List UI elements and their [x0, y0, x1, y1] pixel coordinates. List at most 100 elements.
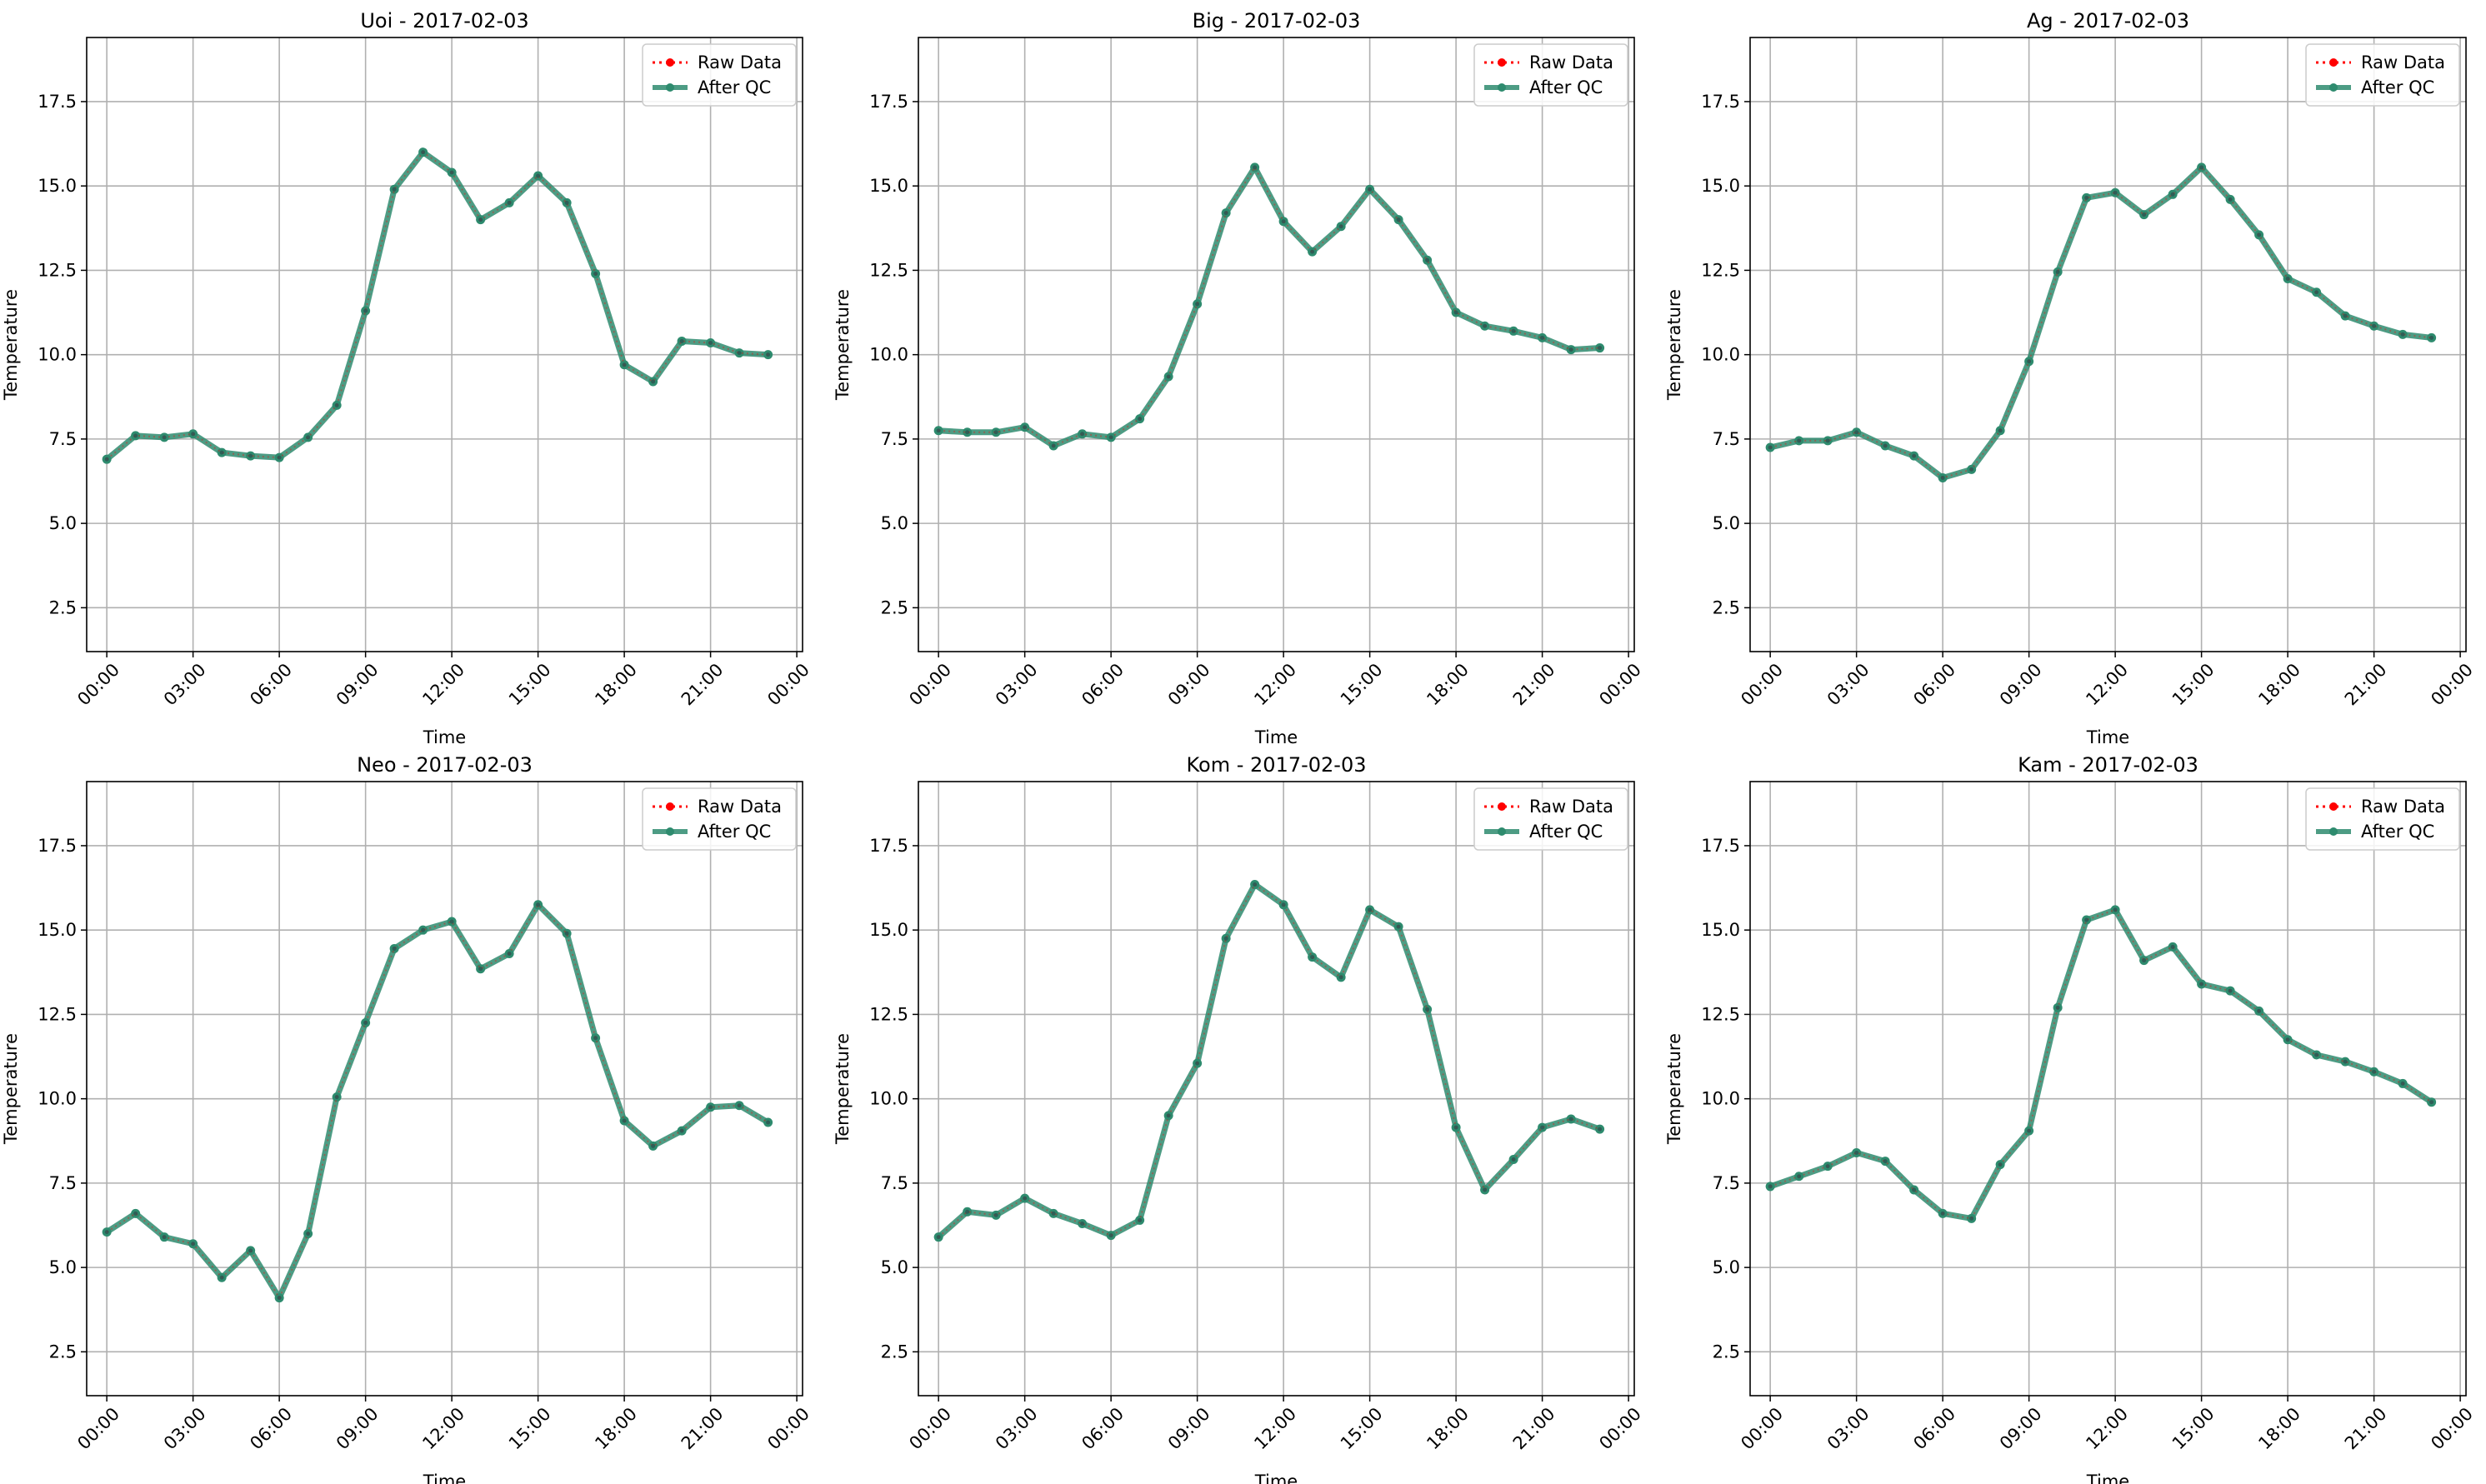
legend-label-raw-data: Raw Data: [1529, 52, 1613, 72]
x-tick-label: 12:00: [1250, 1404, 1300, 1454]
series-line-after-qc: [938, 164, 1600, 449]
y-axis-label: Temperature: [1664, 289, 1684, 401]
data-point-raw-data: [2314, 1052, 2319, 1057]
chart-title: Ag - 2017-02-03: [2027, 9, 2189, 32]
y-tick-label: 10.0: [38, 345, 77, 365]
legend-label-after-qc: After QC: [2361, 822, 2434, 842]
x-axis-label: Time: [2086, 1472, 2129, 1484]
data-point-raw-data: [478, 217, 483, 222]
legend-marker-after-qc: [2329, 827, 2338, 836]
data-point-raw-data: [306, 435, 311, 440]
x-tick-label: 18:00: [1423, 1404, 1473, 1454]
data-point-raw-data: [2199, 165, 2204, 170]
legend: Raw Data After QC: [642, 43, 797, 107]
y-tick-label: 7.5: [49, 429, 77, 449]
legend-label-raw-data: Raw Data: [2361, 52, 2445, 72]
data-point-raw-data: [449, 170, 454, 175]
data-point-raw-data: [1998, 428, 2003, 433]
y-tick-label: 12.5: [1701, 1004, 1740, 1024]
data-point-raw-data: [1108, 1233, 1113, 1238]
data-point-raw-data: [1396, 217, 1401, 222]
data-point-raw-data: [1253, 165, 1258, 170]
x-tick-label: 03:00: [1823, 660, 1873, 710]
data-point-raw-data: [993, 430, 998, 435]
x-tick-label: 18:00: [2254, 660, 2304, 710]
data-point-raw-data: [1768, 1184, 1773, 1189]
series-line-raw-data: [1769, 166, 2432, 479]
y-tick-label: 2.5: [1713, 597, 1740, 617]
x-tick-label: 09:00: [1164, 1404, 1214, 1454]
y-axis-label: Temperature: [833, 1033, 853, 1145]
data-point-raw-data: [421, 927, 426, 932]
x-tick-label: 09:00: [1996, 660, 2046, 710]
x-tick-label: 18:00: [2254, 1404, 2304, 1454]
legend-marker-raw-data: [1498, 58, 1506, 67]
data-point-raw-data: [104, 1230, 109, 1235]
legend-marker-raw-data: [666, 58, 674, 67]
data-point-raw-data: [363, 308, 368, 313]
series-line-after-qc: [104, 149, 768, 462]
legend: Raw Data After QC: [2305, 43, 2460, 107]
x-tick-label: 03:00: [1823, 1404, 1873, 1454]
data-point-raw-data: [334, 1095, 339, 1100]
y-tick-label: 5.0: [49, 1257, 77, 1277]
x-tick-label: 21:00: [678, 1404, 728, 1454]
data-point-raw-data: [2372, 323, 2377, 328]
data-point-raw-data: [1940, 1211, 1945, 1216]
data-point-raw-data: [478, 967, 483, 972]
data-point-raw-data: [1797, 1174, 1802, 1179]
data-point-raw-data: [766, 1120, 771, 1125]
data-point-raw-data: [1540, 1125, 1545, 1130]
legend: Raw Data After QC: [642, 787, 797, 851]
x-tick-label: 06:00: [246, 1404, 296, 1454]
data-point-raw-data: [1483, 323, 1488, 328]
data-point-raw-data: [1310, 249, 1315, 254]
data-point-raw-data: [1453, 310, 1458, 315]
x-tick-label: 18:00: [591, 1404, 641, 1454]
y-tick-label: 17.5: [1701, 836, 1740, 856]
data-point-raw-data: [1281, 902, 1286, 907]
data-point-raw-data: [2257, 232, 2262, 237]
x-tick-label: 21:00: [1509, 660, 1559, 710]
axes-frame: [86, 37, 803, 652]
y-tick-label: 15.0: [1701, 920, 1740, 940]
data-point-raw-data: [737, 351, 742, 356]
legend: Raw Data After QC: [1473, 787, 1628, 851]
data-point-raw-data: [1396, 924, 1401, 929]
x-tick-label: 06:00: [1078, 1404, 1128, 1454]
y-tick-label: 2.5: [881, 597, 908, 617]
y-axis-label: Temperature: [1, 1033, 21, 1145]
x-tick-label: 03:00: [160, 660, 210, 710]
legend-label-after-qc: After QC: [2361, 77, 2434, 97]
x-tick-label: 00:00: [1737, 1404, 1787, 1454]
legend-label-after-qc: After QC: [698, 77, 771, 97]
data-point-raw-data: [1540, 335, 1545, 340]
y-tick-label: 17.5: [869, 836, 908, 856]
data-point-raw-data: [2027, 1128, 2032, 1133]
data-point-raw-data: [1511, 328, 1516, 333]
data-point-raw-data: [1368, 907, 1373, 912]
legend-box: [642, 787, 797, 851]
x-tick-label: 00:00: [763, 1404, 813, 1454]
data-point-raw-data: [1598, 1127, 1603, 1132]
data-point-raw-data: [2285, 1037, 2290, 1042]
data-point-raw-data: [2257, 1008, 2262, 1013]
data-point-raw-data: [1223, 211, 1228, 216]
chart-panel: 00:00 03:00 06:00 09:00 12:00 15:00 18:00 21:00…: [833, 753, 1645, 1484]
x-tick-label: 09:00: [333, 1404, 383, 1454]
x-tick-label: 06:00: [1909, 660, 1959, 710]
y-tick-label: 5.0: [881, 1257, 908, 1277]
legend-box: [1473, 787, 1628, 851]
data-point-raw-data: [1568, 1117, 1573, 1122]
axes-frame: [918, 781, 1635, 1397]
data-point-raw-data: [133, 433, 138, 438]
legend-label-raw-data: Raw Data: [698, 797, 782, 817]
y-tick-label: 7.5: [49, 1173, 77, 1193]
legend-marker-after-qc: [1498, 827, 1506, 836]
data-point-raw-data: [536, 173, 541, 178]
x-tick-label: 00:00: [2427, 660, 2477, 710]
legend-marker-raw-data: [2329, 58, 2338, 67]
x-tick-label: 18:00: [591, 660, 641, 710]
data-point-raw-data: [1453, 1125, 1458, 1130]
